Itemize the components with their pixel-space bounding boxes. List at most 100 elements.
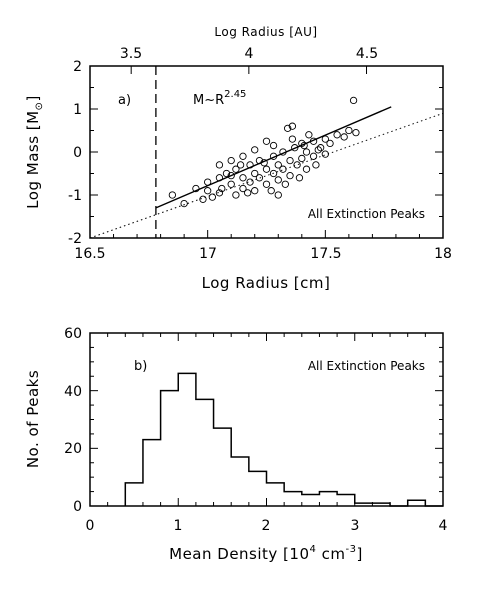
data-point: [312, 161, 320, 169]
data-point: [239, 174, 247, 182]
panel-a-ytick-label: -1: [68, 188, 82, 204]
data-point: [251, 187, 259, 195]
data-point: [305, 131, 313, 139]
data-point: [262, 180, 271, 188]
data-point: [246, 178, 254, 186]
data-point: [274, 191, 282, 199]
data-point: [232, 165, 240, 173]
panel-a-label: a): [118, 93, 131, 108]
data-point: [262, 137, 271, 145]
histogram-bar: [214, 428, 232, 506]
panel-b-xtick-label: 2: [262, 518, 271, 534]
panel-b-xtick-label: 0: [86, 518, 95, 534]
histogram-bar: [319, 492, 337, 506]
panel-a-x-axis-title: Log Radius [cm]: [202, 274, 331, 292]
panel-b: 0 1 2 3 4 0 20 40 60 Mean Density [104 c…: [24, 326, 448, 563]
panel-a-ytick-label: 0: [73, 145, 82, 161]
data-point: [309, 152, 318, 160]
panel-a-y-axis-title: Log Mass [M⊙]: [24, 95, 45, 209]
data-point: [251, 169, 259, 178]
data-point: [232, 191, 240, 199]
data-point: [236, 161, 245, 169]
histogram-bar: [284, 492, 302, 506]
panel-a-lines: [89, 66, 444, 239]
panel-b-ytick-label: 0: [73, 499, 82, 515]
data-point: [244, 189, 252, 197]
data-point: [239, 184, 247, 193]
histogram-bar: [249, 471, 267, 506]
data-point: [192, 184, 200, 193]
data-point: [255, 156, 264, 165]
data-point: [302, 165, 311, 173]
panel-a-top-tick-label: 3.5: [120, 46, 142, 62]
data-point: [215, 161, 224, 169]
panel-a-ytick-label: -2: [68, 231, 82, 247]
histogram-bar: [408, 500, 426, 506]
data-point: [269, 152, 278, 160]
histogram-bar: [302, 494, 320, 506]
histogram-bar: [125, 483, 143, 506]
data-point: [288, 135, 297, 143]
histogram-bar: [267, 483, 285, 506]
panel-b-ticks: [89, 332, 444, 507]
power-law-fit-line: [155, 106, 392, 209]
panel-a-ytick-label: 2: [73, 59, 82, 75]
data-point: [281, 180, 289, 188]
data-point: [321, 135, 329, 143]
data-point: [345, 126, 353, 135]
panel-b-ytick-label: 20: [64, 441, 82, 457]
data-point: [222, 169, 231, 178]
data-point: [286, 171, 294, 180]
panel-a-ticks: [89, 65, 444, 239]
data-point: [333, 131, 341, 139]
data-point: [204, 178, 212, 186]
data-point: [227, 180, 235, 188]
data-point: [255, 174, 264, 182]
panel-a-xtick-label: 17.5: [310, 246, 341, 262]
data-point: [168, 191, 177, 199]
data-point: [314, 146, 322, 154]
data-point: [349, 96, 358, 105]
data-point: [274, 161, 282, 169]
data-point: [302, 148, 311, 156]
data-point: [269, 141, 278, 150]
panel-b-xtick-label: 3: [351, 518, 360, 534]
reference-dotted-line: [89, 112, 444, 239]
data-point: [288, 122, 297, 130]
data-point: [352, 128, 360, 137]
data-point: [218, 184, 226, 193]
histogram-bar: [196, 399, 214, 506]
data-point: [309, 137, 318, 145]
data-point: [208, 193, 217, 201]
data-point: [295, 174, 304, 182]
data-point: [298, 139, 306, 148]
data-point: [321, 150, 329, 158]
data-point: [316, 144, 325, 152]
panel-b-x-axis-title: Mean Density [104 cm-3]: [169, 544, 363, 563]
panel-a-top-tick-label: 4: [245, 46, 254, 62]
panel-a-ytick-label: 1: [73, 102, 82, 118]
data-point: [199, 195, 207, 203]
data-point: [274, 176, 282, 184]
histogram-bar: [231, 457, 249, 506]
panel-b-label: b): [134, 359, 147, 374]
data-point: [298, 154, 306, 163]
data-point: [284, 124, 292, 133]
histogram-bar: [161, 391, 179, 506]
data-point: [291, 144, 299, 152]
data-point: [180, 199, 188, 208]
panel-b-ytick-label: 60: [64, 326, 82, 342]
data-point: [279, 148, 287, 156]
panel-a-legend-text: All Extinction Peaks: [308, 207, 425, 221]
data-point: [269, 169, 278, 178]
data-point: [340, 133, 348, 141]
panel-b-bars: [124, 372, 443, 507]
data-point: [267, 187, 275, 195]
panel-a: 16.5 17 17.5 18 -2 -1 0 1 2 3.5 4 4.5 Lo…: [24, 25, 452, 292]
data-point: [204, 187, 212, 195]
histogram-bar: [337, 494, 355, 506]
panel-b-xtick-label: 4: [439, 518, 448, 534]
data-point: [215, 174, 224, 182]
data-point: [326, 139, 334, 148]
